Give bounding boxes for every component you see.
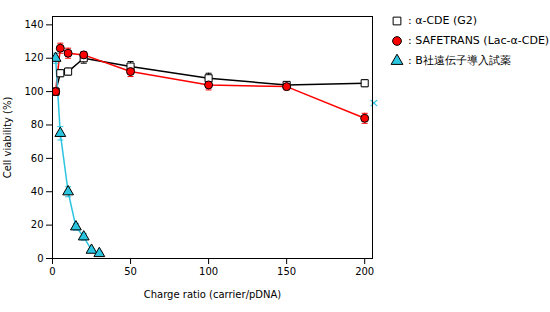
svg-text:20: 20 — [31, 219, 44, 230]
svg-text:Charge ratio (carrier/pDNA): Charge ratio (carrier/pDNA) — [144, 289, 282, 300]
html-text:: SAFETRANS (Lac-α-CDE): : SAFETRANS (Lac-α-CDE) — [408, 34, 550, 48]
svg-text:100: 100 — [199, 266, 218, 277]
html-text:: B社遠伝子導入試薬: : B社遠伝子導入試薬 — [408, 54, 511, 68]
svg-text:40: 40 — [31, 186, 44, 197]
html-text:: α-CDE (G2): : α-CDE (G2) — [408, 14, 478, 28]
svg-text:140: 140 — [24, 19, 43, 30]
svg-text:200: 200 — [355, 266, 374, 277]
svg-text:0: 0 — [37, 253, 43, 264]
svg-text:×: × — [368, 95, 379, 110]
svg-text:150: 150 — [277, 266, 296, 277]
svg-text:60: 60 — [31, 153, 44, 164]
svg-text:120: 120 — [24, 52, 43, 63]
svg-text:0: 0 — [49, 266, 55, 277]
svg-text:50: 50 — [124, 266, 137, 277]
svg-text:80: 80 — [31, 119, 44, 130]
svg-text:Cell viability (%): Cell viability (%) — [2, 97, 13, 179]
svg-text:100: 100 — [24, 86, 43, 97]
